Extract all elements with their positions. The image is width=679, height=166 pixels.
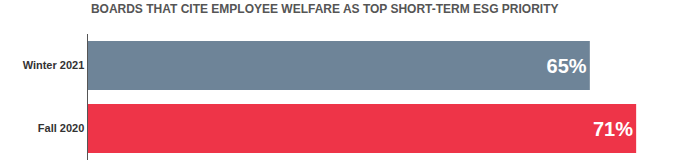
- svg-text:Fall 2020: Fall 2020: [38, 122, 84, 134]
- svg-text:BOARDS THAT CITE EMPLOYEE WELF: BOARDS THAT CITE EMPLOYEE WELFARE AS TOP…: [91, 2, 559, 16]
- svg-text:65%: 65%: [547, 55, 587, 77]
- svg-text:Winter 2021: Winter 2021: [23, 59, 85, 71]
- svg-text:71%: 71%: [593, 118, 633, 140]
